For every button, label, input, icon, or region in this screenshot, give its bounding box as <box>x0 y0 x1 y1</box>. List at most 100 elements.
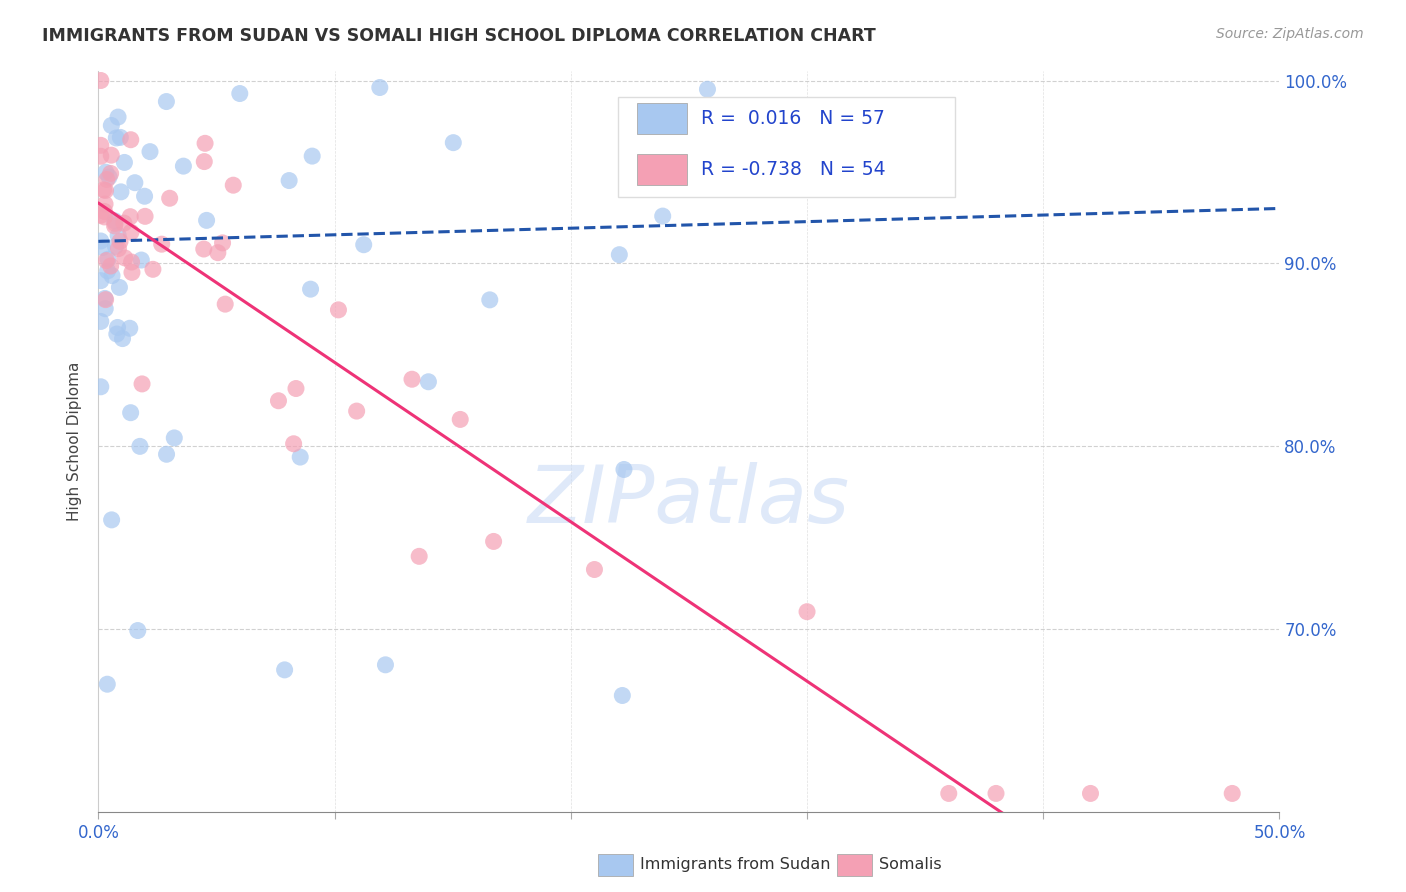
Point <box>696 82 718 96</box>
Point <box>120 210 142 224</box>
Point <box>97 264 120 278</box>
Point <box>796 605 818 619</box>
Text: Somalis: Somalis <box>879 857 942 871</box>
Point <box>120 225 142 239</box>
Point <box>93 204 115 219</box>
Point <box>101 268 124 283</box>
Point <box>273 663 295 677</box>
Point <box>222 178 245 193</box>
Point <box>105 326 128 341</box>
Point <box>193 242 215 256</box>
Point <box>105 131 128 145</box>
FancyBboxPatch shape <box>637 154 686 186</box>
FancyBboxPatch shape <box>637 103 686 135</box>
Point <box>290 450 312 464</box>
Point <box>100 513 122 527</box>
Point <box>110 130 132 145</box>
Point <box>299 282 322 296</box>
Point <box>100 148 122 162</box>
Point <box>984 787 1007 801</box>
Point <box>613 462 636 476</box>
Point <box>159 191 181 205</box>
Point <box>120 133 142 147</box>
Point <box>583 562 606 576</box>
Point <box>612 689 634 703</box>
Point <box>127 624 149 638</box>
Text: IMMIGRANTS FROM SUDAN VS SOMALI HIGH SCHOOL DIPLOMA CORRELATION CHART: IMMIGRANTS FROM SUDAN VS SOMALI HIGH SCH… <box>42 27 876 45</box>
Point <box>100 166 122 180</box>
Point <box>1080 787 1102 801</box>
Text: R = -0.738   N = 54: R = -0.738 N = 54 <box>700 161 886 179</box>
Point <box>328 302 350 317</box>
Point <box>90 208 112 222</box>
Point <box>211 235 233 250</box>
Point <box>121 255 143 269</box>
Point <box>301 149 323 163</box>
Point <box>94 292 117 306</box>
Point <box>193 154 215 169</box>
Point <box>134 189 156 203</box>
Point <box>142 262 165 277</box>
Point <box>214 297 236 311</box>
Point <box>96 253 118 268</box>
Point <box>139 145 162 159</box>
Point <box>155 447 177 461</box>
Text: Source: ZipAtlas.com: Source: ZipAtlas.com <box>1216 27 1364 41</box>
Point <box>97 252 120 267</box>
Point <box>90 234 112 248</box>
Point <box>114 155 136 169</box>
Point <box>94 184 117 198</box>
Text: ZIPatlas: ZIPatlas <box>527 462 851 540</box>
Y-axis label: High School Diploma: High School Diploma <box>67 362 83 521</box>
Point <box>104 214 127 228</box>
Point <box>98 169 121 184</box>
Point <box>283 436 305 450</box>
Text: R =  0.016   N = 57: R = 0.016 N = 57 <box>700 109 884 128</box>
Point <box>94 293 117 307</box>
Point <box>93 183 115 197</box>
Point <box>267 393 290 408</box>
Point <box>482 534 505 549</box>
Point <box>111 332 134 346</box>
Point <box>134 210 156 224</box>
Point <box>155 95 177 109</box>
Point <box>100 119 122 133</box>
Point <box>107 228 129 243</box>
Point <box>103 219 125 233</box>
Point <box>278 173 301 187</box>
Point <box>121 265 143 279</box>
Point <box>938 787 960 801</box>
Point <box>94 165 117 179</box>
Point <box>346 404 368 418</box>
Point <box>107 242 129 256</box>
Point <box>94 197 117 211</box>
Point <box>90 314 112 328</box>
Point <box>172 159 194 173</box>
Point <box>107 110 129 124</box>
Point <box>229 87 252 101</box>
Point <box>96 677 118 691</box>
Point <box>353 237 375 252</box>
Point <box>90 73 112 87</box>
Text: Immigrants from Sudan: Immigrants from Sudan <box>640 857 830 871</box>
Point <box>90 149 112 163</box>
Point <box>104 239 127 253</box>
Point <box>124 176 146 190</box>
Point <box>131 376 153 391</box>
Point <box>93 210 115 224</box>
FancyBboxPatch shape <box>619 97 955 197</box>
Point <box>131 253 153 268</box>
Point <box>91 240 114 254</box>
Point <box>285 382 308 396</box>
Point <box>418 375 440 389</box>
Point <box>449 412 471 426</box>
Point <box>90 138 112 153</box>
Point <box>118 321 141 335</box>
Point <box>163 431 186 445</box>
Point <box>107 320 129 334</box>
Point <box>368 80 391 95</box>
Point <box>129 439 152 453</box>
Point <box>150 237 173 252</box>
Point <box>114 251 136 265</box>
Point <box>112 216 135 230</box>
